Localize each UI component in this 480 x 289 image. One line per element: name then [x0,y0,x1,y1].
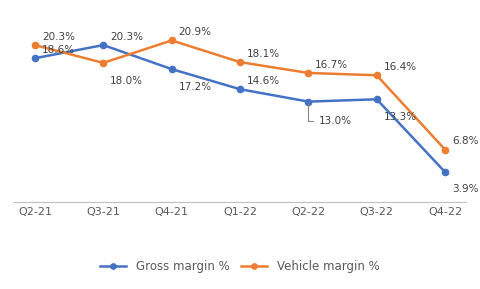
Text: 16.4%: 16.4% [384,62,417,72]
Gross margin % [32,57,38,60]
Gross margin % [237,88,243,91]
Vehicle margin % [374,73,380,77]
Text: 13.3%: 13.3% [384,112,417,122]
Text: 13.0%: 13.0% [308,104,352,126]
Gross margin % [169,67,175,71]
Gross margin % [100,43,106,47]
Legend: Gross margin %, Vehicle margin %: Gross margin %, Vehicle margin % [96,255,384,278]
Text: 18.6%: 18.6% [42,45,75,55]
Text: 18.1%: 18.1% [247,49,280,59]
Vehicle margin % [32,43,38,47]
Vehicle margin % [305,71,311,75]
Gross margin % [374,98,380,101]
Text: 6.8%: 6.8% [452,136,479,146]
Text: 17.2%: 17.2% [179,82,212,92]
Vehicle margin % [442,148,448,151]
Vehicle margin % [169,39,175,42]
Text: 20.3%: 20.3% [110,32,143,42]
Gross margin % [442,170,448,174]
Text: 16.7%: 16.7% [315,60,348,70]
Text: 18.0%: 18.0% [110,76,143,86]
Text: 14.6%: 14.6% [247,76,280,86]
Text: 20.3%: 20.3% [42,32,75,42]
Gross margin % [305,100,311,103]
Vehicle margin % [237,60,243,64]
Text: 3.9%: 3.9% [452,184,479,194]
Line: Vehicle margin %: Vehicle margin % [32,37,448,153]
Vehicle margin % [100,61,106,65]
Line: Gross margin %: Gross margin % [32,42,448,175]
Text: 20.9%: 20.9% [179,27,212,37]
